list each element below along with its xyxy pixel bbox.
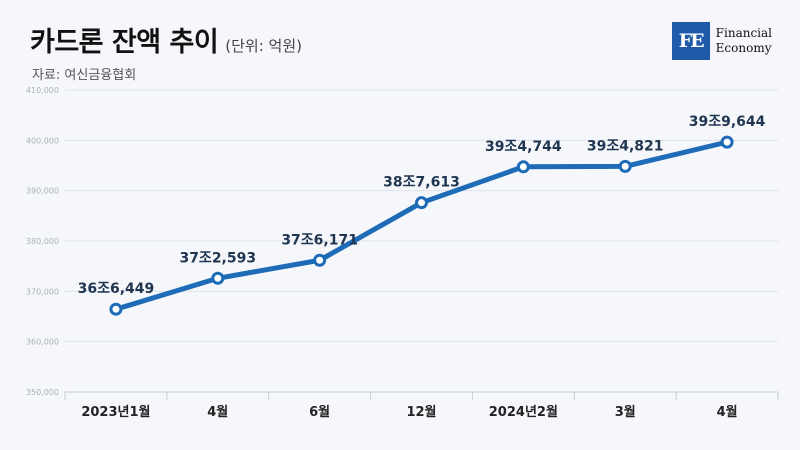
- data-label: 39조9,644: [689, 114, 766, 130]
- y-tick-label: 390,000: [26, 187, 59, 196]
- x-tick-label: 4월: [717, 404, 738, 420]
- data-point: [211, 271, 225, 285]
- unit-label: (단위: 억원): [225, 37, 303, 55]
- chart-header: 카드론 잔액 추이 (단위: 억원): [30, 20, 302, 59]
- logo-line-1: Financial: [715, 26, 772, 40]
- y-tick-label: 400,000: [26, 136, 59, 145]
- data-point: [415, 196, 428, 210]
- brand-logo: FE Financial Economy: [671, 22, 772, 60]
- x-tick-label: 4월: [207, 404, 228, 420]
- y-tick-label: 410,000: [26, 86, 59, 95]
- x-tick-label: 2023년1월: [81, 404, 150, 420]
- logo-text: Financial Economy: [716, 26, 772, 56]
- source-label: 자료: 여신금융협회: [32, 68, 137, 83]
- x-tick-label: 12월: [406, 404, 436, 420]
- data-label: 36조6,449: [78, 281, 155, 297]
- data-label: 39조4,744: [485, 139, 562, 155]
- x-tick-label: 6월: [309, 404, 330, 420]
- x-tick-label: 3월: [615, 404, 636, 420]
- fe-logo-icon: FE: [671, 22, 710, 60]
- y-tick-label: 350,000: [26, 388, 59, 397]
- data-label: 39조4,821: [587, 138, 664, 154]
- data-point: [618, 159, 632, 173]
- series-line: [113, 139, 730, 312]
- data-point: [516, 160, 530, 174]
- data-label: 37조2,593: [179, 250, 256, 266]
- y-tick-label: 360,000: [26, 338, 59, 347]
- data-point: [313, 253, 327, 267]
- data-label: 37조6,171: [281, 232, 358, 248]
- data-point: [109, 302, 123, 316]
- logo-line-2: Economy: [715, 41, 772, 55]
- data-point: [720, 135, 734, 149]
- y-tick-label: 380,000: [26, 237, 59, 246]
- y-tick-label: 370,000: [26, 287, 59, 296]
- data-label: 38조7,613: [383, 175, 460, 191]
- chart-title: 카드론 잔액 추이: [30, 27, 219, 58]
- x-tick-label: 2024년2월: [489, 404, 558, 420]
